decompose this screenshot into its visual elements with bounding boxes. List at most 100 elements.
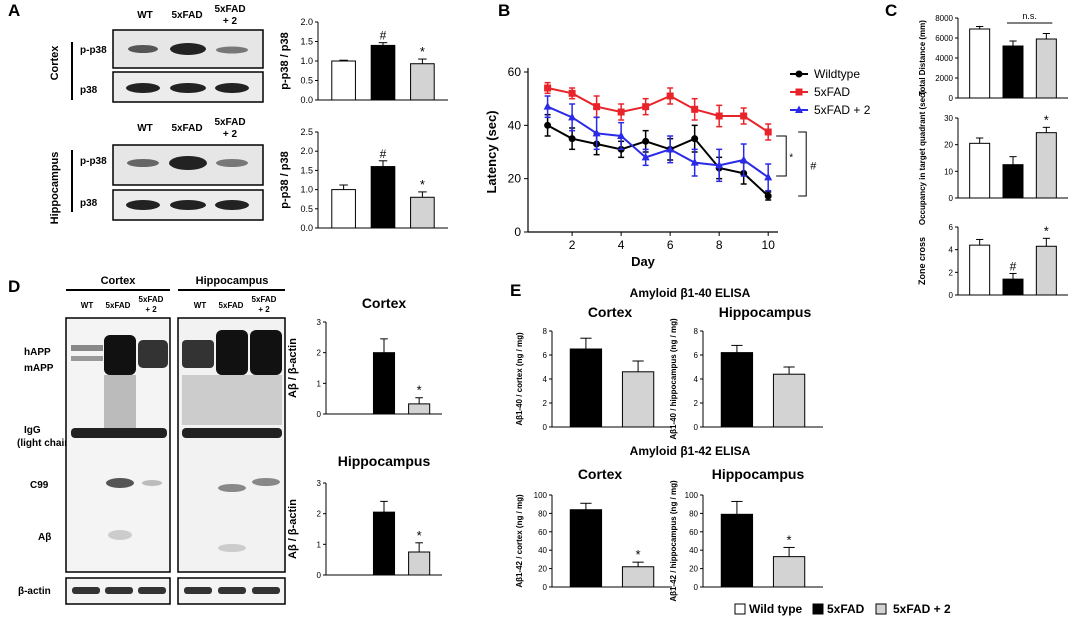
data-point: [641, 152, 650, 161]
data-point: [691, 105, 699, 113]
y-tick-label: 20: [538, 565, 547, 574]
y-axis-label: Occupancy in target quadrant (sec): [918, 91, 927, 226]
band: [252, 587, 280, 594]
y-tick-label: 3: [317, 318, 322, 327]
y-axis-label: Latency (sec): [484, 110, 499, 193]
data-point: [593, 103, 601, 111]
legend-marker: [795, 88, 803, 96]
y-tick-label: 0: [694, 423, 699, 432]
y-tick-label: 1.5: [300, 165, 313, 175]
ns-label: n.s.: [1022, 11, 1037, 21]
y-tick-label: 0: [543, 583, 548, 592]
data-point: [592, 128, 601, 137]
bar-5xfad: [372, 352, 396, 415]
band: [252, 478, 280, 486]
data-point: [544, 121, 552, 129]
significance-mark: *: [787, 532, 792, 547]
band: [170, 83, 206, 93]
band: [142, 480, 162, 486]
band: [138, 587, 166, 594]
significance-mark: #: [1010, 259, 1017, 273]
y-tick-label: 40: [689, 546, 698, 555]
band: [138, 340, 168, 368]
y-tick-label: 2.0: [300, 146, 313, 156]
band-label-igg-2: (light chain): [17, 438, 74, 449]
x-tick-label: 2: [569, 238, 576, 252]
bar-chart-C-distance: 0 2000 4000 6000 8000 Total Distance (mm) n.s.: [918, 11, 1068, 103]
y-tick-label: 10: [944, 167, 953, 176]
panel-letter-a: A: [8, 1, 20, 20]
bar-chart-E-40-cortex: 0 2 4 6 8 Aβ1-40 / cortex (ng / mg): [515, 327, 672, 432]
bar-5xfad: [1002, 278, 1024, 296]
bracket-hash: [798, 131, 807, 197]
legend-marker: [795, 105, 803, 113]
data-point: [642, 137, 650, 145]
y-tick-label: 0: [543, 423, 548, 432]
y-tick-label: 2: [317, 349, 322, 358]
y-axis-label: Aβ1-42 / cortex (ng / mg): [515, 494, 524, 588]
bar-wt: [969, 28, 991, 99]
data-point: [617, 131, 626, 139]
significance-mark: #: [380, 29, 387, 43]
y-axis-label: p-p38 / p38: [279, 32, 291, 89]
bar-chart-A-hippo: 0.0 0.5 1.0 1.5 2.0 2.5 p-p38 / p38 # *: [279, 127, 448, 233]
bar-chart-E-40-hippo: 0 2 4 6 8 Aβ1-40 / hippocampus (ng / mg): [669, 318, 823, 440]
bar-5xfad2: [1035, 38, 1057, 99]
y-tick-label: 2: [949, 268, 954, 277]
bracket-label: #: [810, 160, 817, 172]
bar-chart-D-hippo: 0 1 2 3 Aβ / β-actin *: [287, 479, 442, 580]
y-tick-label: 100: [685, 491, 699, 500]
y-axis-label: Aβ1-40 / hippocampus (ng / mg): [669, 318, 678, 440]
lane-label-wt: WT: [137, 123, 153, 134]
bar-chart-C-zone: 0 2 4 6 Zone cross # *: [917, 223, 1068, 300]
y-tick-label: 4000: [935, 54, 953, 63]
y-tick-label: 0: [949, 94, 954, 103]
y-tick-label: 0.0: [300, 95, 313, 105]
lane-label-treat-1: 5xFAD: [252, 295, 277, 304]
y-tick-label: 4: [949, 246, 954, 255]
bar-5xfad2: [621, 371, 655, 428]
legend-label-5xfad: 5xFAD: [827, 602, 865, 616]
band-label-igg-1: IgG: [24, 425, 41, 436]
panel-letter-d: D: [8, 277, 20, 296]
y-axis-label: p-p38 / p38: [279, 151, 291, 208]
band: [169, 156, 207, 170]
band-label-p38: p38: [80, 85, 98, 96]
y-tick-label: 4: [543, 375, 548, 384]
band: [127, 159, 159, 167]
y-axis-label: Aβ1-40 / cortex (ng / mg): [515, 332, 524, 426]
series-line-2: [547, 105, 769, 179]
legend: Wild type 5xFAD 5xFAD + 2: [734, 602, 951, 616]
data-point: [666, 144, 675, 153]
band: [218, 544, 246, 552]
data-point: [740, 112, 748, 120]
y-axis-label: Total Distance (mm): [918, 20, 927, 96]
lane-label-treat-2: + 2: [258, 305, 270, 314]
band: [250, 330, 282, 375]
data-point: [568, 112, 577, 121]
band-label-p38: p38: [80, 198, 98, 209]
band: [128, 45, 158, 53]
y-tick-label: 8000: [935, 14, 953, 23]
bracket-star: [776, 135, 787, 177]
elisa-title-40: Amyloid β1-40 ELISA: [630, 286, 751, 300]
y-axis-label: Aβ1-42 / hippocampus (ng / mg): [669, 480, 678, 602]
band: [216, 330, 248, 375]
y-tick-label: 1: [317, 379, 322, 388]
elisa-title-42: Amyloid β1-42 ELISA: [630, 444, 751, 458]
band-label-pp38: p-p38: [80, 45, 107, 56]
data-point: [642, 103, 650, 111]
significance-mark: *: [636, 547, 641, 562]
x-tick-label: 4: [618, 238, 625, 252]
band-label-happ: hAPP: [24, 347, 51, 358]
y-tick-label: 1.5: [300, 37, 313, 47]
lane-label-treat-2: + 2: [223, 16, 238, 27]
lane-label-5xfad: 5xFAD: [219, 301, 244, 310]
legend-label-wt: Wild type: [749, 602, 803, 616]
y-tick-label: 80: [689, 509, 698, 518]
panel-letter-c: C: [885, 1, 897, 20]
band: [106, 478, 134, 488]
significance-mark: *: [417, 528, 422, 543]
band-label-c99: C99: [30, 480, 49, 491]
y-tick-label: 2: [543, 399, 548, 408]
